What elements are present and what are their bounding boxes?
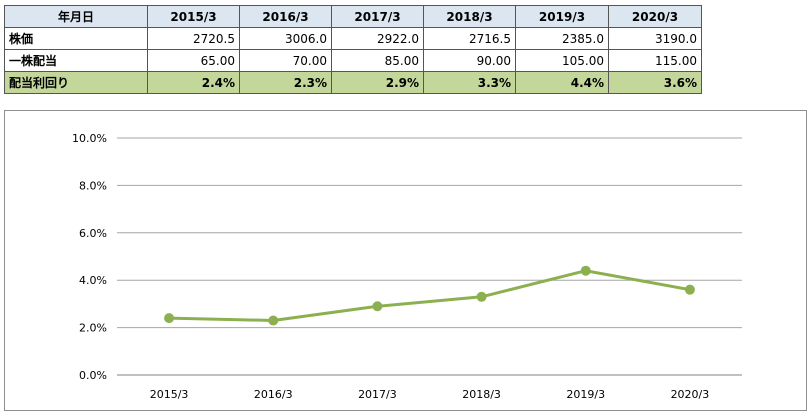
x-tick-label: 2018/3 — [462, 388, 501, 401]
table-cell[interactable]: 2922.0 — [331, 27, 424, 50]
row-label-price[interactable]: 株価 — [4, 27, 148, 50]
x-tick-label: 2015/3 — [150, 388, 189, 401]
table-cell[interactable]: 2.4% — [147, 71, 240, 94]
table-cell[interactable]: 2.9% — [331, 71, 424, 94]
data-point[interactable] — [164, 313, 175, 324]
x-tick-label: 2016/3 — [254, 388, 293, 401]
chart-container[interactable]: 0.0% 2.0% 4.0% 6.0% 8.0% 10.0% 2015/3 2016/3 20… — [4, 110, 807, 411]
table-cell[interactable]: 90.00 — [423, 49, 516, 72]
table-cell[interactable]: 2.3% — [239, 71, 332, 94]
row-label-dividend[interactable]: 一株配当 — [4, 49, 148, 72]
table-cell[interactable]: 105.00 — [515, 49, 609, 72]
header-cell-year[interactable]: 2017/3 — [331, 5, 424, 28]
table-cell[interactable]: 65.00 — [147, 49, 240, 72]
header-cell-year[interactable]: 2019/3 — [515, 5, 609, 28]
x-tick-label: 2020/3 — [671, 388, 710, 401]
table-row-price: 株価 2720.5 3006.0 2922.0 2716.5 2385.0 31… — [4, 27, 702, 50]
x-tick-label: 2017/3 — [358, 388, 397, 401]
table-cell[interactable]: 3.3% — [423, 71, 516, 94]
y-tick-label: 0.0% — [79, 369, 107, 382]
table-cell[interactable]: 4.4% — [515, 71, 609, 94]
header-cell-year[interactable]: 2018/3 — [423, 5, 516, 28]
data-point[interactable] — [580, 265, 591, 276]
table-row-dividend: 一株配当 65.00 70.00 85.00 90.00 105.00 115.… — [4, 49, 702, 72]
header-row: 年月日 2015/3 2016/3 2017/3 2018/3 2019/3 2… — [4, 5, 702, 28]
table-row-yield: 配当利回り 2.4% 2.3% 2.9% 3.3% 4.4% 3.6% — [4, 71, 702, 94]
y-tick-label: 10.0% — [72, 132, 107, 145]
header-cell-date[interactable]: 年月日 — [4, 5, 148, 28]
y-tick-labels: 0.0% 2.0% 4.0% 6.0% 8.0% 10.0% — [72, 132, 107, 382]
table-cell[interactable]: 2385.0 — [515, 27, 609, 50]
table-cell[interactable]: 3006.0 — [239, 27, 332, 50]
grid-lines — [117, 137, 742, 376]
y-tick-label: 6.0% — [79, 227, 107, 240]
x-tick-label: 2019/3 — [566, 388, 605, 401]
y-tick-label: 4.0% — [79, 274, 107, 287]
header-cell-year[interactable]: 2020/3 — [608, 5, 702, 28]
series-line — [167, 269, 692, 322]
table-cell[interactable]: 70.00 — [239, 49, 332, 72]
line-chart: 0.0%2.0%4.0%6.0%8.0%10.0% 2015/3 2016/3 20… — [72, 132, 742, 401]
data-point[interactable] — [372, 301, 383, 312]
data-table: 年月日 2015/3 2016/3 2017/3 2018/3 2019/3 2… — [4, 5, 702, 94]
row-label-yield[interactable]: 配当利回り — [4, 71, 148, 94]
data-point[interactable] — [476, 291, 487, 302]
table-cell[interactable]: 2720.5 — [147, 27, 240, 50]
data-point[interactable] — [684, 284, 695, 295]
series-layer — [164, 265, 695, 326]
x-tick-labels: 2015/3 2016/3 2017/3 2018/3 2019/3 2020/3 — [150, 388, 710, 401]
header-cell-year[interactable]: 2015/3 — [147, 5, 240, 28]
header-cell-year[interactable]: 2016/3 — [239, 5, 332, 28]
table-cell[interactable]: 2716.5 — [423, 27, 516, 50]
table-cell[interactable]: 85.00 — [331, 49, 424, 72]
data-point[interactable] — [268, 315, 279, 326]
table-cell[interactable]: 3190.0 — [608, 27, 702, 50]
y-tick-label: 2.0% — [79, 322, 107, 335]
table-cell[interactable]: 3.6% — [608, 71, 702, 94]
y-tick-label: 8.0% — [79, 179, 107, 192]
table-cell[interactable]: 115.00 — [608, 49, 702, 72]
